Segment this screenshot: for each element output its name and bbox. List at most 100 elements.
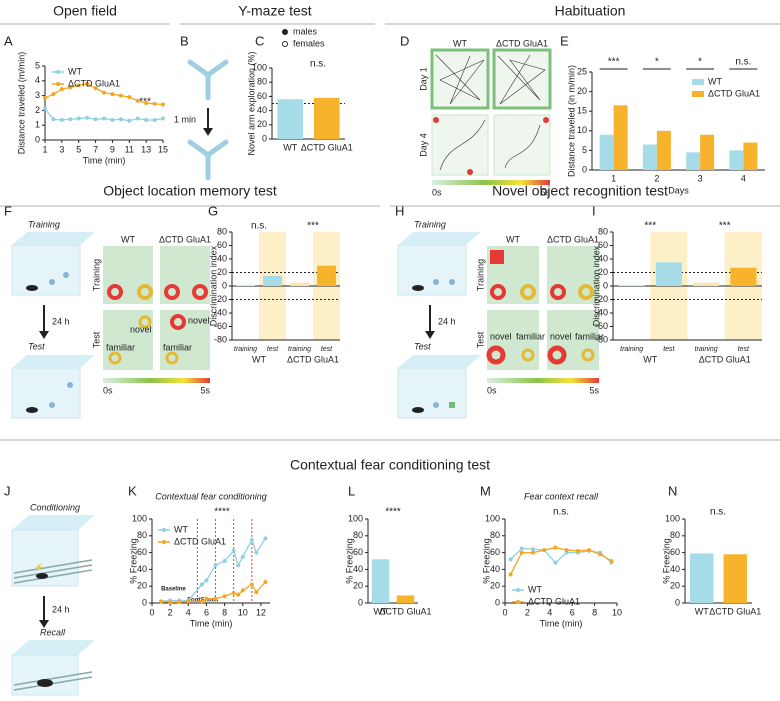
x-tick-label: 10 (238, 607, 248, 617)
ymaze-time: 1 min (174, 114, 196, 124)
legend-label: WT (68, 66, 82, 76)
y-axis-label: % Freezing (661, 538, 671, 584)
day-label: Day 1 (418, 67, 428, 91)
x-axis-label: Time (min) (190, 618, 233, 628)
y-tick-label: 0 (262, 133, 267, 143)
x-tick-label: 3 (698, 173, 703, 183)
data-point (152, 101, 157, 106)
data-point (161, 116, 165, 121)
scale-label: 0s (487, 385, 497, 395)
data-point (85, 81, 90, 86)
panel-letter: D (400, 33, 409, 48)
series-line (510, 546, 612, 575)
y-tick-label: 40 (257, 105, 267, 115)
y-tick-label: 20 (257, 119, 267, 129)
data-point (564, 548, 569, 553)
y-tick-label: 100 (348, 513, 363, 523)
data-point (76, 116, 81, 121)
olm-heatmaps (103, 246, 210, 383)
data-point (93, 117, 98, 122)
y-tick-label: 80 (137, 530, 147, 540)
y-tick-label: 60 (257, 91, 267, 101)
x-tick-label: test (663, 346, 675, 353)
x-tick-label: 6 (570, 607, 575, 617)
phase-label: Training (91, 259, 101, 291)
significance: *** (608, 57, 620, 68)
y-tick-label: 80 (257, 77, 267, 87)
section-title: Habituation (555, 3, 626, 19)
y-tick-label: 80 (598, 226, 608, 236)
x-axis-label: Days (668, 185, 689, 195)
separators (0, 23, 780, 441)
legend-marker (282, 41, 288, 47)
x-tick-label: 2 (168, 607, 173, 617)
y-tick-label: -80 (595, 334, 608, 344)
legend-marker (516, 600, 520, 604)
y-tick-label: 5 (582, 145, 587, 155)
y-tick-label: 0 (582, 164, 587, 174)
x-tick-label: test (267, 346, 279, 353)
data-point (254, 550, 259, 555)
step-label: Training (28, 219, 60, 229)
x-tick-label: 5 (76, 144, 81, 154)
group-label: WT (643, 354, 657, 364)
bar (700, 134, 715, 170)
y-axis-label: % Freezing (128, 538, 138, 584)
x-tick-label: 10 (612, 607, 622, 617)
legend-label: WT (708, 76, 722, 86)
x-tick-label: training (234, 346, 257, 353)
y-tick-label: 80 (353, 530, 363, 540)
x-tick-label: 6 (204, 607, 209, 617)
y-tick-label: 60 (670, 547, 680, 557)
x-tick-label: 11 (125, 144, 134, 154)
object-label: novel (550, 331, 572, 341)
y-axis-label: % Freezing (344, 538, 354, 584)
data-point (240, 588, 245, 593)
step-label: 24 h (52, 316, 70, 326)
data-point (598, 552, 603, 557)
object-label: familiar (575, 331, 604, 341)
bar (263, 275, 282, 286)
x-tick-label: ΔCTD GluA1 (301, 142, 353, 152)
data-point (43, 95, 47, 100)
x-tick-label: 0 (502, 607, 507, 617)
y-tick-label: 60 (217, 240, 227, 250)
data-point (531, 547, 535, 552)
y-tick-label: 20 (490, 581, 500, 591)
data-point (76, 83, 81, 88)
bar (730, 267, 757, 286)
series-line (510, 547, 612, 564)
panel-letter: E (560, 33, 569, 48)
y-axis-label: Distance traveled (m/min) (16, 52, 26, 155)
y-tick-label: 60 (353, 547, 363, 557)
legend-marker (282, 29, 288, 35)
y-tick-label: 0 (222, 280, 227, 290)
panel-letter: C (255, 33, 264, 48)
legend-label: ΔCTD GluA1 (708, 88, 760, 98)
legend-label: females (293, 38, 325, 48)
data-point (508, 557, 513, 562)
data-point (199, 582, 204, 587)
data-point (199, 599, 204, 604)
cfc-diagram: ⚡ (11, 515, 95, 696)
y-tick-label: -40 (214, 307, 227, 317)
x-tick-label: 1 (42, 144, 47, 154)
data-point (127, 118, 132, 123)
x-tick-label: 13 (141, 144, 151, 154)
bar (690, 553, 714, 603)
y-axis-label: Distance traveled (in m/min) (566, 65, 576, 177)
bar (655, 262, 682, 286)
y-tick-label: -20 (214, 294, 227, 304)
section-title: Object location memory test (103, 183, 277, 199)
section-title: Novel object recognition test (492, 183, 668, 199)
bar (313, 97, 340, 139)
y-tick-label: 60 (137, 547, 147, 557)
data-point (249, 538, 254, 542)
x-tick-label: 4 (741, 173, 746, 183)
panel-letter: G (208, 203, 218, 218)
data-point (204, 596, 209, 601)
data-point (127, 95, 132, 100)
legend-label: WT (528, 584, 542, 594)
data-point (222, 559, 227, 563)
step-label: Recall (40, 627, 66, 637)
